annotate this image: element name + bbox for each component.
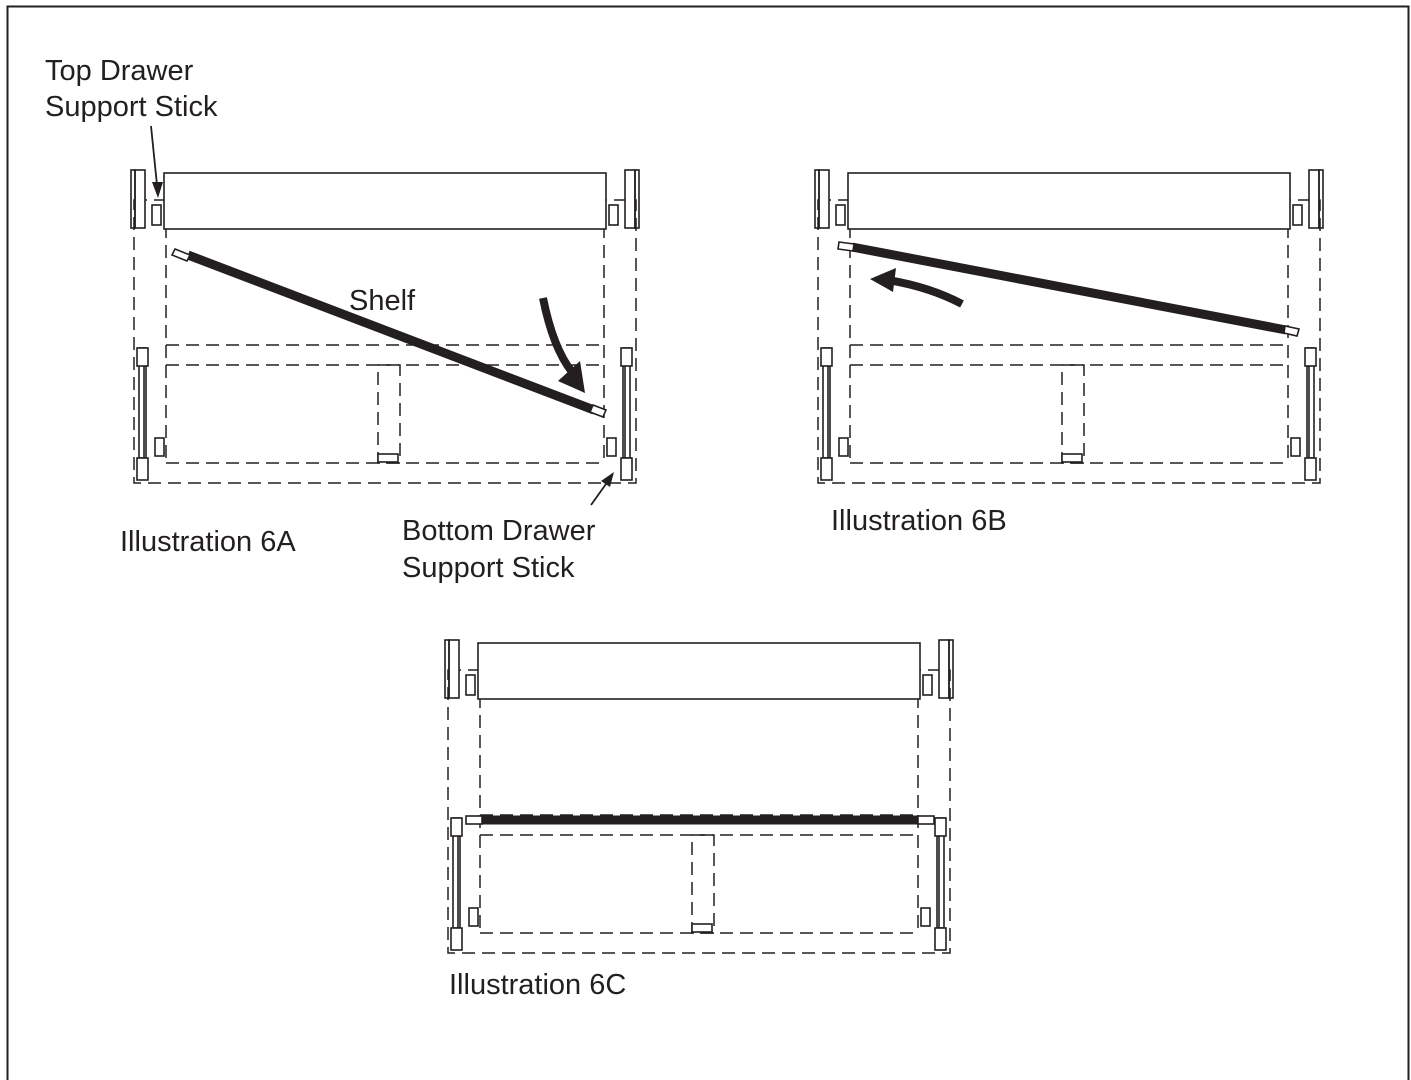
bottom-drawer-support-stick-label: Bottom Drawer Support Stick <box>402 515 603 584</box>
illustration-6a-label: Illustration 6A <box>120 526 296 558</box>
shelf-6b <box>837 241 1301 337</box>
cabinet-6c <box>444 639 954 954</box>
page-border <box>6 5 1410 1080</box>
shelf-6a <box>170 247 608 419</box>
curved-arrow-6a <box>539 297 585 393</box>
top-drawer-support-stick-label: Top Drawer Support Stick <box>45 55 218 123</box>
illustration-6c <box>444 639 954 954</box>
shelf-6c <box>465 815 935 825</box>
bottom-drawer-leader <box>590 472 614 506</box>
illustration-6a <box>130 125 640 506</box>
curved-arrow-6b <box>870 268 964 308</box>
illustration-6b-label: Illustration 6B <box>831 505 1007 537</box>
top-drawer-leader <box>150 125 163 198</box>
shelf-label: Shelf <box>349 285 416 317</box>
illustration-6c-label: Illustration 6C <box>449 969 626 1001</box>
illustration-6b <box>814 169 1324 484</box>
